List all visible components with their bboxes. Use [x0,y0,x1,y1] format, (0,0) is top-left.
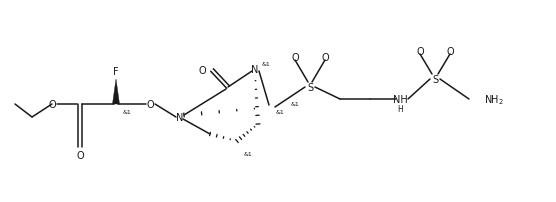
Text: O: O [446,47,454,57]
Text: O: O [291,53,299,63]
Text: O: O [321,53,329,63]
Text: &1: &1 [262,61,271,66]
Text: S: S [307,83,313,93]
Text: &1: &1 [123,110,132,115]
Text: N: N [251,65,259,75]
Text: S: S [432,75,438,85]
Text: N: N [176,113,183,122]
Text: H: H [397,105,403,114]
Text: O: O [198,66,206,76]
Text: NH$_2$: NH$_2$ [484,93,504,106]
Polygon shape [112,80,120,104]
Text: NH: NH [393,95,408,104]
Text: O: O [416,47,424,57]
Text: &1: &1 [291,102,299,107]
Text: O: O [48,100,56,109]
Text: &1: &1 [244,152,252,157]
Text: O: O [76,150,84,160]
Text: &1: &1 [276,110,285,115]
Text: F: F [113,67,119,77]
Text: O: O [146,100,154,109]
